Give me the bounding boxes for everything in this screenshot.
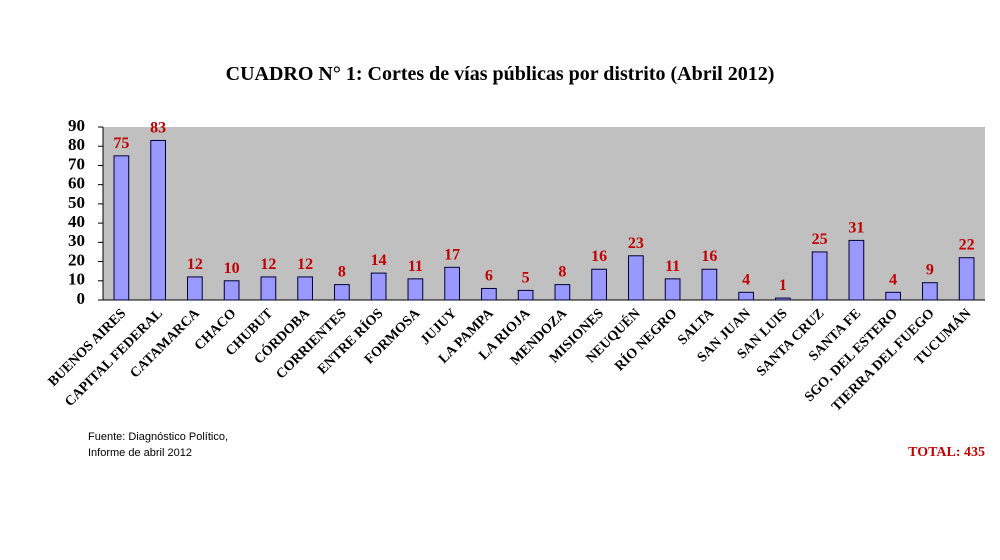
bar bbox=[335, 285, 350, 300]
y-tick-label: 70 bbox=[68, 154, 85, 173]
y-tick-label: 40 bbox=[68, 212, 85, 231]
value-label: 4 bbox=[889, 271, 897, 288]
bar bbox=[776, 298, 791, 300]
value-label: 14 bbox=[371, 252, 387, 269]
bar bbox=[665, 279, 680, 300]
bar bbox=[555, 285, 570, 300]
value-label: 12 bbox=[297, 256, 313, 273]
bar bbox=[923, 283, 938, 300]
value-label: 9 bbox=[926, 262, 934, 279]
value-label: 23 bbox=[628, 235, 644, 252]
total-label: TOTAL: 435 bbox=[908, 445, 985, 460]
y-tick-label: 30 bbox=[68, 231, 85, 250]
value-label: 1 bbox=[779, 277, 787, 294]
bar bbox=[482, 288, 497, 300]
value-label: 11 bbox=[665, 258, 680, 275]
y-tick-label: 50 bbox=[68, 193, 85, 212]
bar bbox=[261, 277, 276, 300]
value-label: 75 bbox=[113, 135, 129, 152]
value-label: 83 bbox=[150, 119, 166, 136]
bar bbox=[812, 252, 827, 300]
y-tick-label: 10 bbox=[68, 270, 85, 289]
bar bbox=[224, 281, 239, 300]
value-label: 5 bbox=[522, 269, 530, 286]
bar bbox=[114, 156, 129, 300]
bar bbox=[151, 140, 166, 300]
chart-title: CUADRO N° 1: Cortes de vías públicas por… bbox=[226, 63, 775, 85]
bar bbox=[739, 292, 754, 300]
value-label: 12 bbox=[260, 256, 276, 273]
bar bbox=[188, 277, 203, 300]
value-label: 8 bbox=[558, 264, 566, 281]
value-label: 25 bbox=[812, 231, 828, 248]
value-label: 12 bbox=[187, 256, 203, 273]
bar bbox=[702, 269, 717, 300]
y-tick-label: 60 bbox=[68, 174, 85, 193]
source-line: Fuente: Diagnóstico Político, bbox=[88, 431, 228, 443]
value-label: 6 bbox=[485, 267, 493, 284]
bar bbox=[849, 240, 864, 300]
value-label: 8 bbox=[338, 264, 346, 281]
bar bbox=[518, 290, 533, 300]
value-label: 10 bbox=[224, 260, 240, 277]
y-tick-label: 0 bbox=[77, 289, 86, 308]
value-label: 16 bbox=[701, 248, 717, 265]
x-tick-label: RÍO NEGRO bbox=[611, 305, 681, 375]
bar bbox=[408, 279, 423, 300]
source-line: Informe de abril 2012 bbox=[88, 447, 192, 459]
value-label: 11 bbox=[408, 258, 423, 275]
bar bbox=[886, 292, 901, 300]
value-label: 31 bbox=[848, 219, 864, 236]
value-label: 4 bbox=[742, 271, 750, 288]
value-label: 22 bbox=[959, 237, 975, 254]
y-tick-label: 80 bbox=[68, 135, 85, 154]
y-tick-label: 90 bbox=[68, 116, 85, 135]
value-label: 16 bbox=[591, 248, 607, 265]
bar bbox=[371, 273, 386, 300]
bar bbox=[445, 267, 460, 300]
bar bbox=[592, 269, 607, 300]
value-label: 17 bbox=[444, 246, 460, 263]
bar bbox=[959, 258, 974, 300]
bar bbox=[629, 256, 644, 300]
y-tick-label: 20 bbox=[68, 250, 85, 269]
bar bbox=[298, 277, 313, 300]
